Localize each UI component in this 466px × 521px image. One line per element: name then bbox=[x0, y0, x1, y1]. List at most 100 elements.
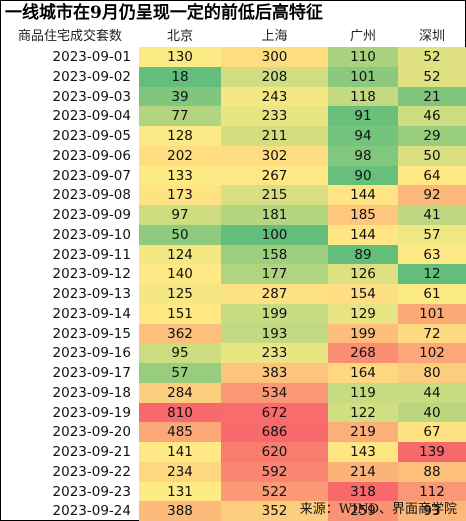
heatmap-cell-shenzhen: 46 bbox=[398, 106, 466, 127]
heatmap-cell-guangzhou: 94 bbox=[328, 126, 398, 146]
heatmap-cell-shenzhen: 92 bbox=[398, 185, 466, 206]
heatmap-cell-beijing: 388 bbox=[139, 501, 221, 521]
row-date-label: 2023-09-09 bbox=[52, 207, 131, 223]
heatmap-cell-shanghai: 672 bbox=[221, 402, 328, 423]
table-row: 2023-09-01 130 300 110 52 bbox=[1, 47, 466, 67]
heatmap-cell-guangzhou: 129 bbox=[328, 303, 398, 324]
heatmap-cell-guangzhou: 214 bbox=[328, 461, 398, 482]
row-date-label: 2023-09-23 bbox=[52, 483, 131, 500]
table-row: 2023-09-06 202 302 98 50 bbox=[1, 145, 466, 166]
table-row: 2023-09-19 810 672 122 40 bbox=[1, 402, 466, 423]
row-date-label: 2023-09-01 bbox=[52, 49, 131, 65]
row-date-label: 2023-09-10 bbox=[52, 226, 131, 243]
heatmap-cell-shanghai: 211 bbox=[221, 126, 328, 146]
heatmap-cell-shanghai: 352 bbox=[221, 501, 328, 521]
heatmap-cell-beijing: 77 bbox=[139, 106, 221, 127]
heatmap-cell-beijing: 133 bbox=[139, 165, 221, 186]
heatmap-cell-beijing: 128 bbox=[139, 126, 221, 146]
table-row: 2023-09-11 124 158 89 63 bbox=[1, 244, 466, 265]
heatmap-cell-shenzhen: 61 bbox=[398, 284, 466, 304]
heatmap-cell-shanghai: 199 bbox=[221, 303, 328, 324]
row-date-label: 2023-09-08 bbox=[52, 187, 131, 204]
heatmap-cell-guangzhou: 154 bbox=[328, 284, 398, 304]
table-row: 2023-09-22 234 592 214 88 bbox=[1, 461, 466, 482]
heatmap-cell-beijing: 234 bbox=[139, 461, 221, 482]
heatmap-cell-beijing: 810 bbox=[139, 402, 221, 423]
heatmap-cell-beijing: 18 bbox=[139, 66, 221, 87]
table-row: 2023-09-24 388 352 259 93 bbox=[1, 501, 466, 521]
heatmap-cell-shenzhen: 57 bbox=[398, 224, 466, 245]
heatmap-cell-shanghai: 686 bbox=[221, 422, 328, 443]
heatmap-cell-beijing: 140 bbox=[139, 264, 221, 285]
row-date-label: 2023-09-11 bbox=[52, 246, 131, 263]
table-row: 2023-09-17 57 383 164 80 bbox=[1, 363, 466, 383]
heatmap-cell-guangzhou: 91 bbox=[328, 106, 398, 127]
table-row: 2023-09-16 95 233 268 102 bbox=[1, 343, 466, 364]
heatmap-cell-beijing: 97 bbox=[139, 205, 221, 225]
heatmap-cell-shenzhen: 52 bbox=[398, 66, 466, 87]
heatmap-cell-beijing: 141 bbox=[139, 442, 221, 462]
heatmap-cell-shenzhen: 12 bbox=[398, 264, 466, 285]
row-date-label: 2023-09-22 bbox=[52, 463, 131, 480]
heatmap-cell-shanghai: 215 bbox=[221, 185, 328, 206]
heatmap-cell-guangzhou: 199 bbox=[328, 323, 398, 344]
heatmap-cell-beijing: 57 bbox=[139, 363, 221, 383]
heatmap-cell-guangzhou: 122 bbox=[328, 402, 398, 423]
row-date-label: 2023-09-13 bbox=[52, 286, 131, 302]
heatmap-cell-shenzhen: 88 bbox=[398, 461, 466, 482]
heatmap-cell-shenzhen: 21 bbox=[398, 86, 466, 107]
row-date-label: 2023-09-20 bbox=[52, 424, 131, 441]
heatmap-cell-shanghai: 267 bbox=[221, 165, 328, 186]
heatmap-cell-beijing: 284 bbox=[139, 382, 221, 403]
heatmap-cell-guangzhou: 268 bbox=[328, 343, 398, 364]
heatmap-cell-shanghai: 100 bbox=[221, 224, 328, 245]
heatmap-cell-shenzhen: 102 bbox=[398, 343, 466, 364]
heatmap-cell-guangzhou: 98 bbox=[328, 145, 398, 166]
heatmap-cell-guangzhou: 89 bbox=[328, 244, 398, 265]
heatmap-cell-shanghai: 208 bbox=[221, 66, 328, 87]
column-header-shanghai: 上海 bbox=[261, 29, 288, 44]
heatmap-cell-shenzhen: 101 bbox=[398, 303, 466, 324]
heatmap-cell-shenzhen: 64 bbox=[398, 165, 466, 186]
heatmap-cell-guangzhou: 90 bbox=[328, 165, 398, 186]
row-date-label: 2023-09-03 bbox=[52, 88, 131, 105]
heatmap-cell-guangzhou: 259 bbox=[328, 501, 398, 521]
heatmap-cell-guangzhou: 118 bbox=[328, 86, 398, 107]
row-date-label: 2023-09-19 bbox=[52, 404, 131, 421]
heatmap-cell-guangzhou: 119 bbox=[328, 382, 398, 403]
heatmap-cell-shanghai: 302 bbox=[221, 145, 328, 166]
heatmap-cell-shenzhen: 80 bbox=[398, 363, 466, 383]
table-row: 2023-09-08 173 215 144 92 bbox=[1, 185, 466, 206]
table-row: 2023-09-03 39 243 118 21 bbox=[1, 86, 466, 107]
heatmap-cell-guangzhou: 101 bbox=[328, 66, 398, 87]
row-date-label: 2023-09-07 bbox=[52, 167, 131, 184]
table-row: 2023-09-02 18 208 101 52 bbox=[1, 66, 466, 87]
column-header-shenzhen: 深圳 bbox=[418, 29, 445, 44]
heatmap-cell-guangzhou: 164 bbox=[328, 363, 398, 383]
heatmap-cell-beijing: 95 bbox=[139, 343, 221, 364]
table-row: 2023-09-15 362 193 199 72 bbox=[1, 323, 466, 344]
heatmap-cell-shanghai: 383 bbox=[221, 363, 328, 383]
heatmap-cell-shanghai: 193 bbox=[221, 323, 328, 344]
heatmap-cell-shanghai: 534 bbox=[221, 382, 328, 403]
row-date-label: 2023-09-12 bbox=[52, 266, 131, 283]
heatmap-cell-shanghai: 287 bbox=[221, 284, 328, 304]
table-row: 2023-09-10 50 100 144 57 bbox=[1, 224, 466, 245]
heatmap-cell-shanghai: 620 bbox=[221, 442, 328, 462]
heatmap-cell-guangzhou: 144 bbox=[328, 185, 398, 206]
table-row: 2023-09-13 125 287 154 61 bbox=[1, 284, 466, 304]
table-row: 2023-09-04 77 233 91 46 bbox=[1, 106, 466, 127]
heatmap-cell-beijing: 362 bbox=[139, 323, 221, 344]
heatmap-cell-shenzhen: 40 bbox=[398, 402, 466, 423]
heatmap-cell-shenzhen: 44 bbox=[398, 382, 466, 403]
heatmap-cell-shenzhen: 112 bbox=[398, 481, 466, 502]
heatmap-cell-shenzhen: 52 bbox=[398, 47, 466, 67]
table-row: 2023-09-12 140 177 126 12 bbox=[1, 264, 466, 285]
heatmap-cell-shanghai: 522 bbox=[221, 481, 328, 502]
table-row: 2023-09-14 151 199 129 101 bbox=[1, 303, 466, 324]
row-date-label: 2023-09-05 bbox=[52, 128, 131, 144]
heatmap-cell-guangzhou: 126 bbox=[328, 264, 398, 285]
source-note: 来源：WIND、界面商学院 bbox=[299, 502, 457, 517]
heatmap-cell-beijing: 202 bbox=[139, 145, 221, 166]
